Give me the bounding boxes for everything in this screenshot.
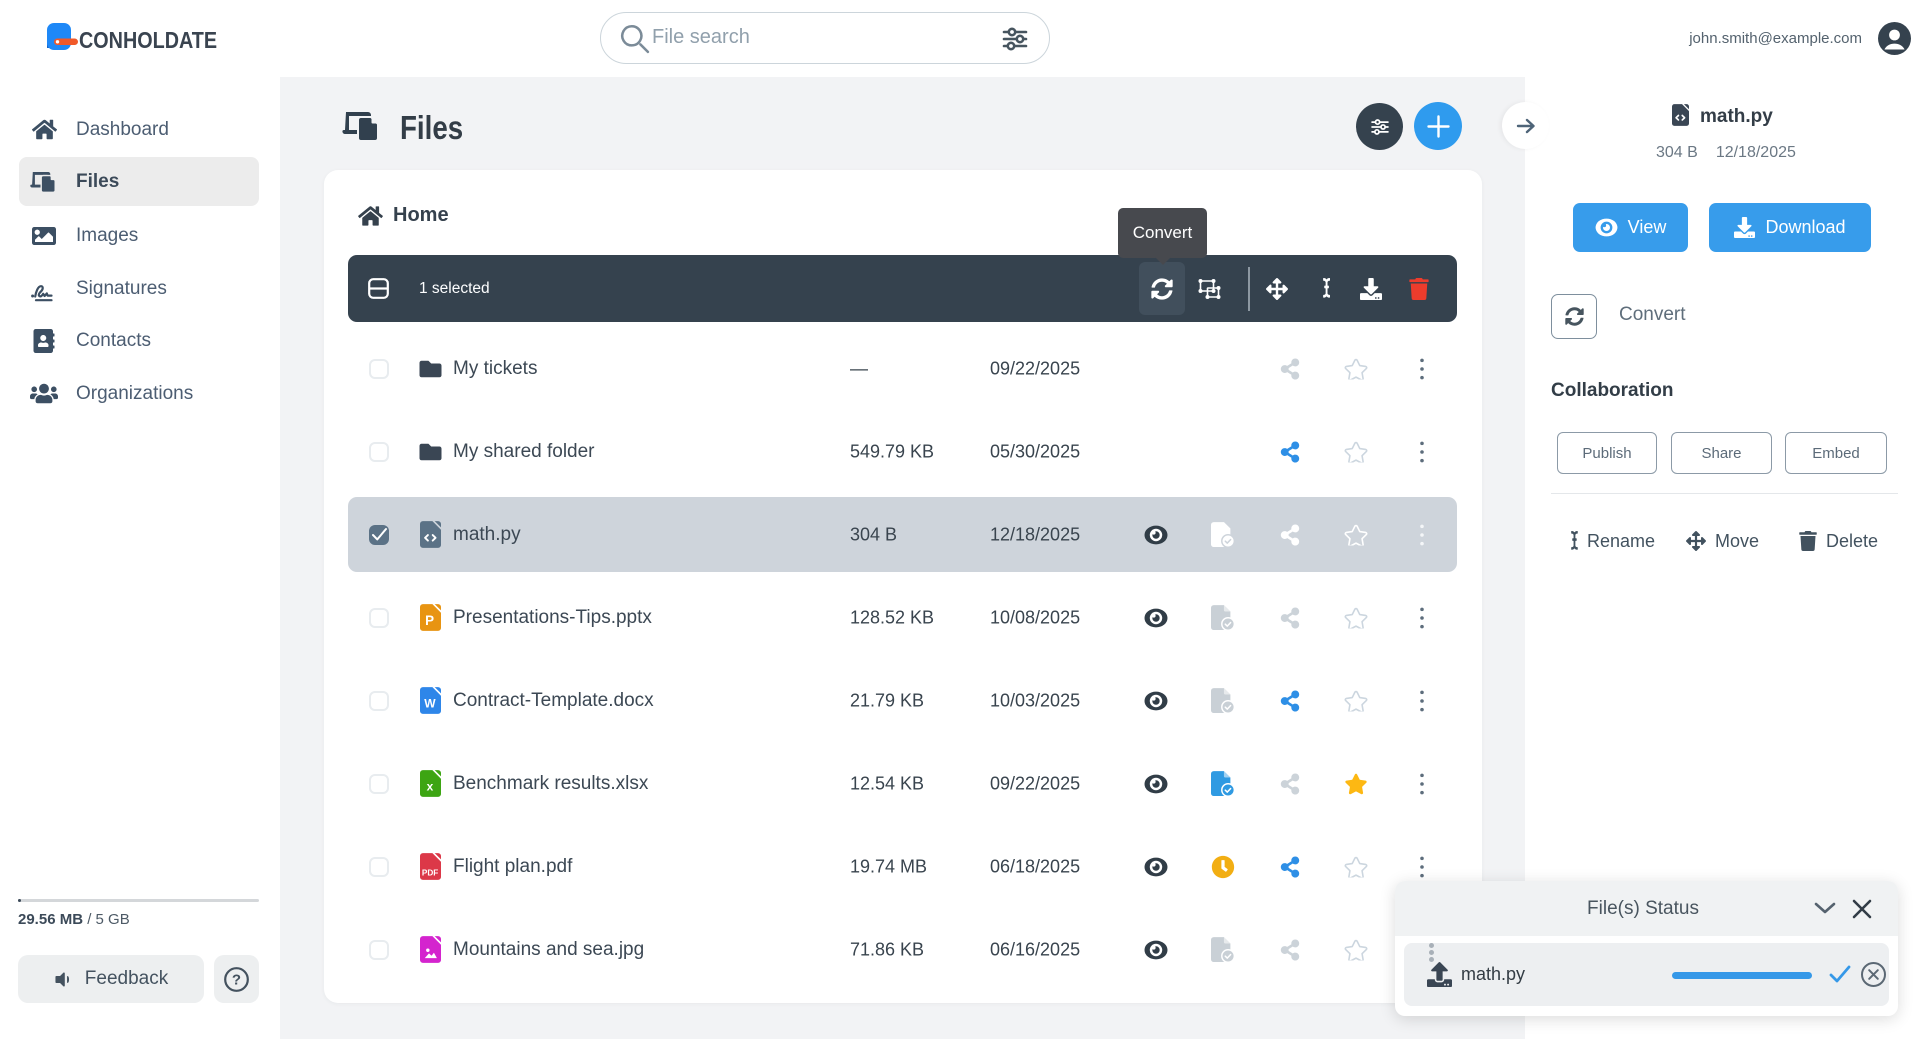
svg-text:?: ? <box>232 971 241 988</box>
